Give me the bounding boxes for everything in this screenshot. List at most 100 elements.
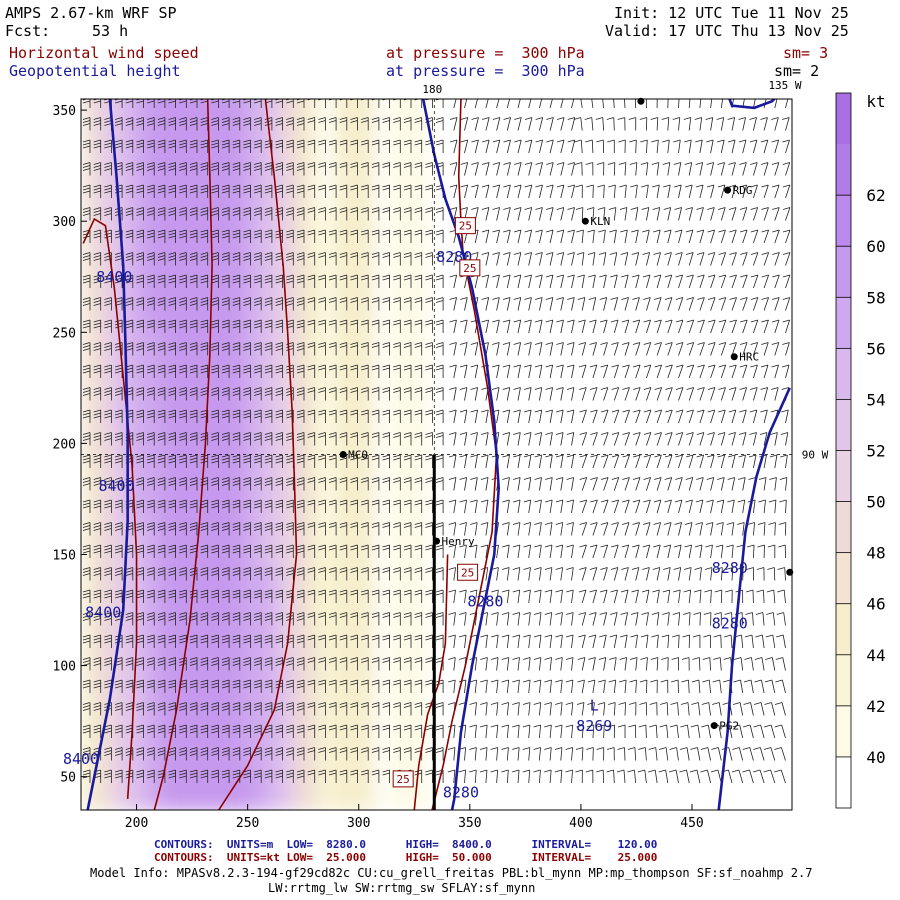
- barb-flag: [211, 595, 219, 599]
- shade-cell: [320, 343, 336, 367]
- barb-flag: [243, 207, 251, 210]
- barb-flag: [168, 142, 176, 146]
- barb-flag: [136, 454, 144, 458]
- barb-flag: [125, 123, 133, 126]
- shade-cell: [347, 121, 362, 145]
- shade-cell: [81, 632, 96, 656]
- shade-cell: [240, 543, 256, 567]
- barb-flag: [82, 145, 91, 149]
- shade-cell: [187, 387, 202, 412]
- barb-flag: [82, 207, 91, 210]
- barb-flag: [221, 522, 230, 525]
- barb-flag: [125, 213, 133, 216]
- barb-flag: [125, 640, 133, 644]
- barb-flag: [189, 682, 198, 686]
- barb-flag: [211, 547, 219, 551]
- barb-flag: [221, 99, 228, 101]
- barb-flag: [125, 615, 133, 618]
- barb-flag: [82, 615, 91, 618]
- barb-flag: [243, 303, 251, 306]
- barb-flag: [243, 640, 251, 644]
- barb-flag: [104, 300, 112, 303]
- barb-flag: [179, 412, 187, 416]
- shade-cell: [214, 298, 229, 323]
- barb-flag: [243, 319, 251, 323]
- barb-flag: [114, 457, 123, 461]
- barb-flag: [168, 460, 176, 464]
- barb-flag: [104, 415, 112, 419]
- barb-flag: [147, 213, 155, 216]
- shade-cell: [347, 632, 362, 656]
- barb-flag: [136, 319, 144, 323]
- barb-flag: [136, 165, 144, 168]
- shade-cell: [174, 432, 189, 456]
- barb-flag: [189, 168, 198, 171]
- barb-flag: [136, 525, 144, 528]
- shade-cell: [307, 210, 322, 234]
- shade-cell: [387, 232, 402, 256]
- barb-flag: [189, 499, 198, 503]
- barb-flag: [211, 120, 219, 123]
- shade-cell: [294, 454, 309, 478]
- barb-flag: [232, 727, 240, 731]
- barb-flag: [136, 550, 144, 554]
- barb-flag: [114, 117, 123, 120]
- barb-flag: [104, 435, 112, 438]
- barb-flag: [136, 544, 144, 548]
- barb-flag: [104, 213, 112, 216]
- barb-flag: [157, 252, 166, 255]
- shade-cell: [187, 210, 202, 234]
- barb-flag: [482, 95, 489, 97]
- barb-flag: [189, 544, 198, 548]
- barb-flag: [232, 660, 240, 663]
- barb-flag: [168, 100, 176, 104]
- barb-flag: [125, 274, 133, 278]
- barb-flag: [147, 505, 155, 509]
- barb-flag: [104, 772, 112, 776]
- barb-flag: [125, 573, 133, 576]
- shade-cell: [294, 721, 309, 745]
- shade-cell: [400, 610, 416, 634]
- barb-flag: [232, 387, 240, 390]
- barb-flag: [147, 184, 155, 188]
- barb-flag: [179, 705, 187, 708]
- barb-flag: [232, 592, 240, 596]
- shade-cell: [387, 721, 402, 745]
- shade-cell: [187, 99, 202, 100]
- shade-cell: [147, 232, 162, 256]
- shade-cell: [147, 210, 162, 234]
- barb-flag: [114, 297, 123, 300]
- shade-cell: [147, 698, 162, 723]
- shade-cell: [214, 99, 229, 123]
- shade-cell: [187, 765, 202, 789]
- barb-flag: [82, 460, 91, 464]
- barb-flag: [200, 477, 208, 480]
- shade-cell: [160, 254, 176, 278]
- shade-cell: [227, 232, 242, 256]
- barb-flag: [114, 367, 123, 371]
- barb-flag: [147, 730, 155, 734]
- barb-flag: [157, 483, 166, 486]
- barb-flag: [221, 142, 230, 146]
- shade-cell: [227, 121, 242, 145]
- shade-cell: [347, 498, 362, 523]
- barb-flag: [114, 438, 123, 441]
- shade-cell: [414, 121, 429, 145]
- barb-flag: [82, 139, 91, 143]
- barb-flag: [221, 528, 230, 531]
- barb-flag: [232, 499, 240, 503]
- barb-flag: [179, 547, 187, 551]
- barb-flag: [221, 592, 230, 596]
- barb-flag: [329, 95, 336, 97]
- barb-flag: [243, 390, 251, 393]
- barb-flag: [104, 123, 112, 126]
- shade-cell: [387, 121, 402, 145]
- shade-cell: [134, 498, 149, 523]
- barb-flag: [93, 567, 101, 570]
- barb-flag: [147, 544, 155, 548]
- barb-flag: [189, 634, 198, 638]
- barb-flag: [179, 460, 187, 464]
- barb-flag: [200, 364, 208, 368]
- barb-flag: [168, 454, 176, 458]
- barb-flag: [168, 753, 176, 756]
